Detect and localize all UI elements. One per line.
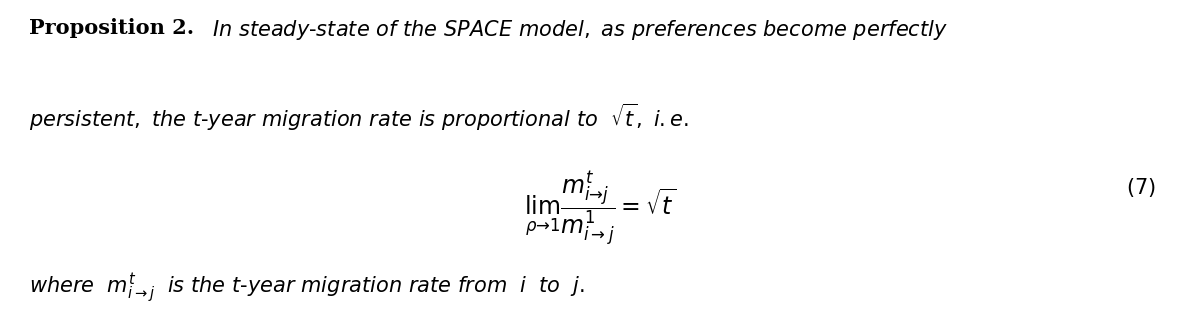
Text: $\it{where}$  $m^{t}_{i \to j}$  $\it{is\ the\ t\text{-}year\ migration\ rate\ f: $\it{where}$ $m^{t}_{i \to j}$ $\it{is\ … (29, 271, 586, 306)
Text: Proposition 2.: Proposition 2. (29, 18, 194, 38)
Text: $\it{In\ steady\text{-}state\ of\ the\ SPACE\ model,\ as\ preferences\ become\ p: $\it{In\ steady\text{-}state\ of\ the\ S… (212, 18, 948, 42)
Text: $\lim_{\rho \to 1} \dfrac{m^{t}_{i \to j}}{m^{1}_{i \to j}} = \sqrt{t}$: $\lim_{\rho \to 1} \dfrac{m^{t}_{i \to j… (524, 170, 676, 248)
Text: $\it{persistent,\ the\ t\text{-}year\ migration\ rate\ is\ proportional\ to}$  $: $\it{persistent,\ the\ t\text{-}year\ mi… (29, 101, 689, 133)
Text: $(7)$: $(7)$ (1126, 176, 1156, 199)
